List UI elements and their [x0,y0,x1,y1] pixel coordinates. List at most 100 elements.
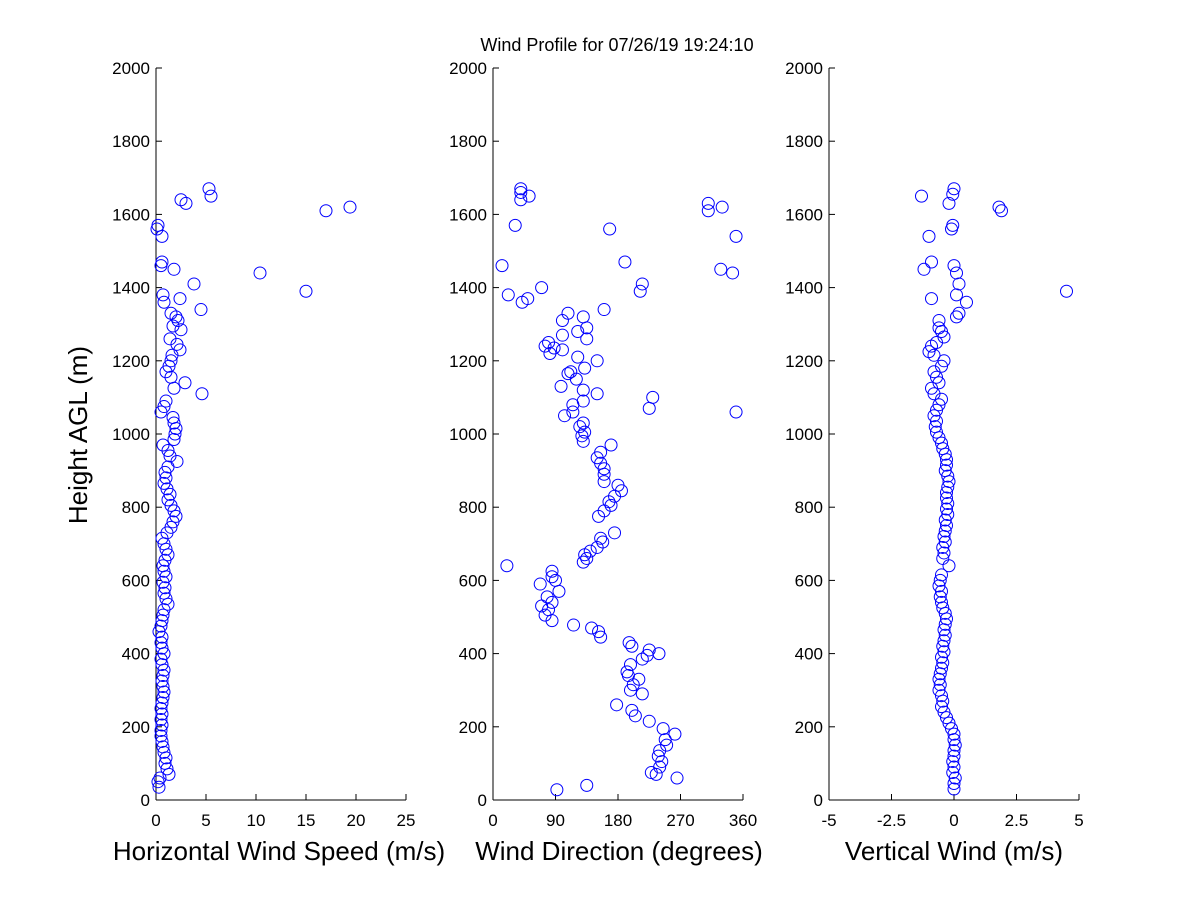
data-point [158,756,172,770]
x-tick-label: -2.5 [877,811,906,830]
data-point [930,403,943,417]
data-point [164,520,178,534]
data-point [155,614,169,628]
data-point [960,295,973,309]
data-point [571,325,585,339]
panel-horizontal-wind-speed: 0 5 10 15 20 25 0 200 400 600 800 1000 1200 1400 1600 1… [112,59,415,830]
data-point [155,641,169,655]
data-point [620,665,634,679]
data-point [187,277,201,291]
data-point [642,643,656,657]
data-point [154,619,168,633]
y-tick-label: 1200 [112,352,150,371]
y-tick-label: 200 [459,718,487,737]
data-point [937,705,951,719]
data-point [163,332,177,346]
data-point [151,218,165,232]
x-tick-label: 5 [201,811,210,830]
data-point [174,193,188,207]
data-point [930,425,943,439]
data-point [933,573,947,587]
data-point [946,755,960,769]
data-point [178,376,192,390]
data-point [942,196,956,210]
data-point [635,652,649,666]
data-point [938,513,952,527]
data-point [542,603,556,617]
data-point [936,656,950,670]
data-point [948,738,962,752]
data-point [714,262,728,276]
data-point [156,740,170,754]
data-point [319,204,333,218]
data-point [933,590,947,604]
y-tick-label: 600 [122,571,150,590]
data-point [194,303,208,317]
data-point [167,416,181,430]
data-point [947,777,961,791]
data-point [947,760,961,774]
y-tick-label: 1600 [112,205,150,224]
data-point [670,771,684,785]
data-point [1060,284,1073,298]
data-point [155,696,169,710]
data-point [624,658,637,672]
data-point [495,259,509,273]
data-point [935,661,948,675]
data-point [715,200,729,214]
data-point [925,292,938,306]
data-point [937,634,951,648]
data-point [726,266,740,280]
data-point [155,734,169,748]
data-point [522,189,536,203]
data-point [941,480,955,494]
y-tick-label: 1200 [449,352,487,371]
data-point [156,680,170,694]
data-point [580,332,594,346]
data-point [157,564,171,578]
data-point [156,438,170,452]
data-point [156,691,170,705]
data-point [163,449,177,463]
data-point [154,729,168,743]
y-tick-label: 1000 [785,425,823,444]
y-tick-label: 2000 [785,59,823,78]
data-point [159,592,173,606]
data-point [154,723,168,737]
data-point [158,581,172,595]
data-point [596,535,610,549]
data-point [155,255,169,269]
data-point [937,645,951,659]
data-point [922,229,936,243]
data-point [202,182,216,196]
data-point [945,722,958,736]
y-tick-label: 1200 [785,352,823,371]
y-tick-label: 1400 [785,279,823,298]
data-point [604,498,618,512]
data-point [635,277,649,291]
data-point [947,182,961,196]
data-point [538,339,552,353]
data-point [533,577,547,591]
data-point [928,420,942,434]
data-point [171,314,185,328]
data-point [174,323,188,337]
data-point [545,564,559,578]
data-point [157,745,171,759]
y-tick-label: 2000 [112,59,150,78]
data-point [154,636,168,650]
x-axis-title-vertical-wind: Vertical Wind (m/s) [845,836,1063,866]
data-point [576,416,590,430]
data-point [550,783,564,797]
data-point [935,359,948,373]
data-point [167,432,181,446]
y-tick-label: 0 [814,791,823,810]
data-point [160,762,174,776]
data-point [156,559,170,573]
y-tick-label: 1800 [112,132,150,151]
data-point [500,559,514,573]
data-point [642,714,656,728]
data-point [151,775,165,789]
data-point [558,409,572,423]
data-point [946,766,960,780]
